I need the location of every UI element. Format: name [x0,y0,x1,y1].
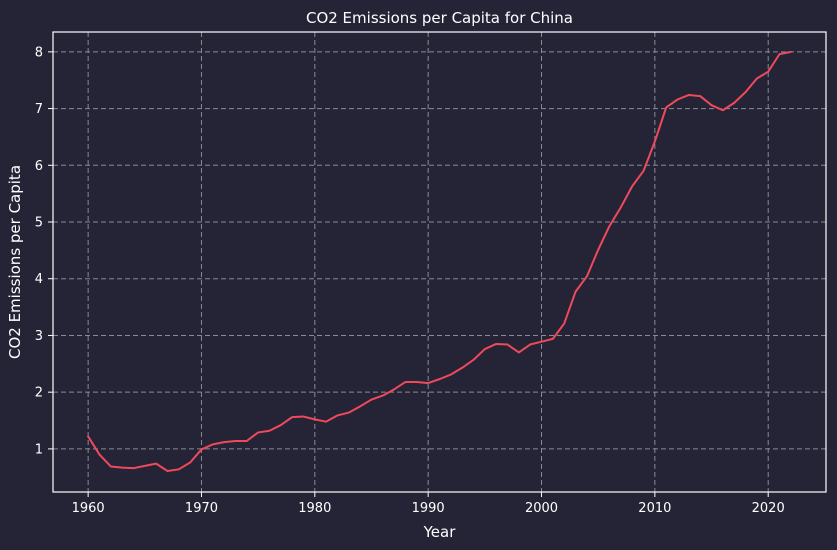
y-tick-label: 8 [35,45,43,60]
x-tick-label: 1980 [298,501,331,516]
x-axis: 1960 1970 1980 1990 2000 2010 2020 [72,492,785,516]
x-tick-label: 1990 [412,501,445,516]
y-axis: 1 2 3 4 5 6 7 8 [35,45,53,457]
x-tick-label: 2010 [638,501,671,516]
y-tick-label: 4 [35,272,43,287]
plot-frame [52,31,827,493]
series-layer [87,50,792,473]
x-tick-label: 2000 [525,501,558,516]
y-tick-label: 5 [35,216,43,231]
x-axis-title: Year [423,523,457,541]
y-axis-title: CO2 Emissions per Capita [6,165,24,359]
chart-title: CO2 Emissions per Capita for China [306,9,573,27]
x-tick-label: 1970 [185,501,218,516]
x-tick-label: 2020 [752,501,785,516]
grid [53,32,826,492]
y-tick-label: 7 [35,102,43,117]
y-tick-label: 1 [35,442,43,457]
y-tick-label: 6 [35,159,43,174]
y-tick-label: 3 [35,329,43,344]
series-line [87,50,792,473]
y-tick-label: 2 [35,386,43,401]
x-tick-label: 1960 [72,501,105,516]
